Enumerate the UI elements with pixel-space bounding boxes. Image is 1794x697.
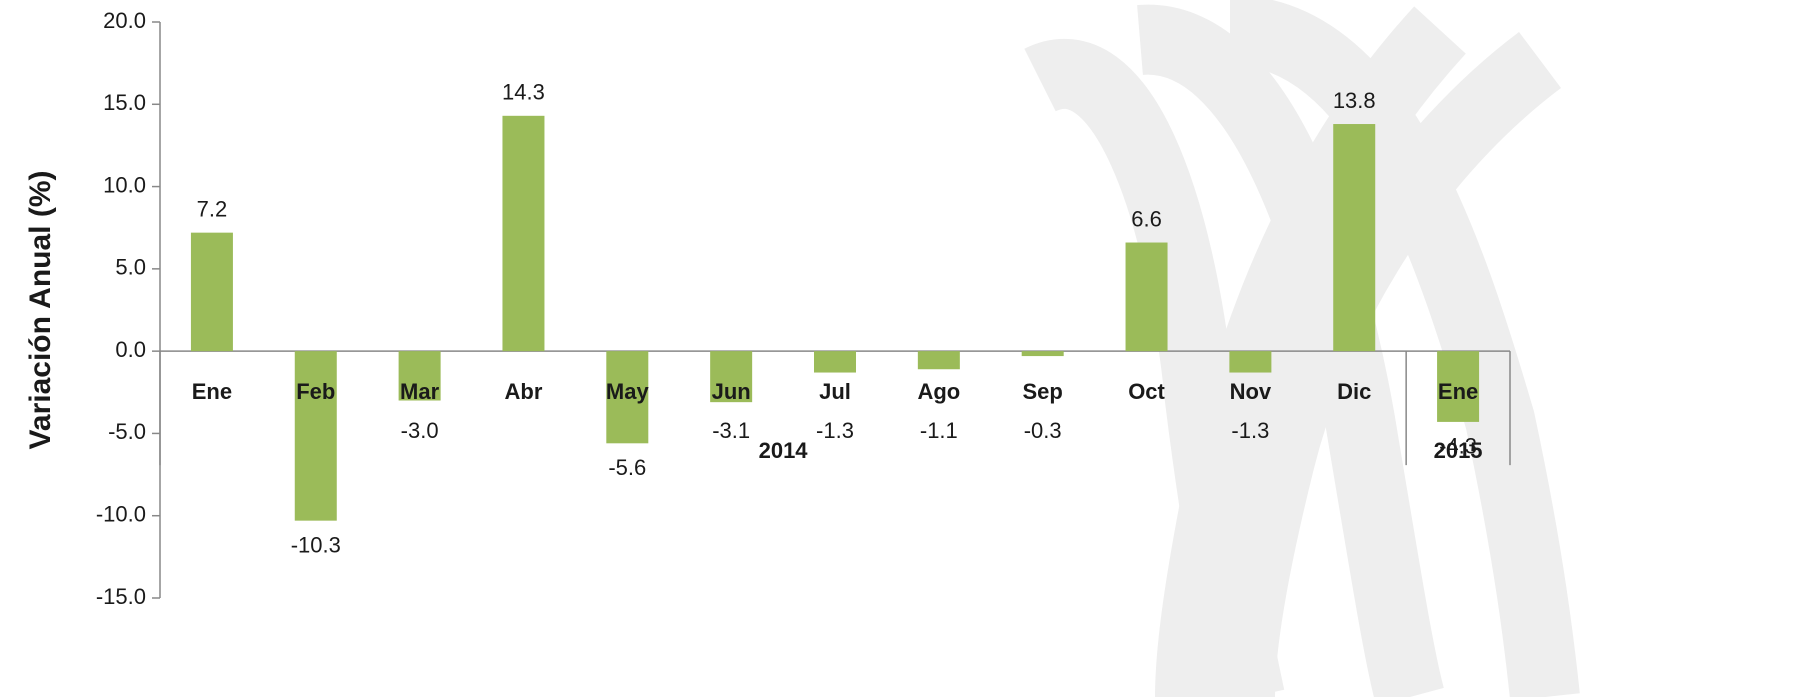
y-tick-label: 20.0 (103, 8, 146, 33)
bar (190, 232, 233, 352)
value-label: 7.2 (197, 196, 228, 221)
x-tick-label: Abr (505, 379, 543, 404)
value-label: -4.3 (1439, 434, 1477, 459)
value-label: -1.1 (920, 418, 958, 443)
x-tick-label: Mar (400, 379, 440, 404)
bar (917, 351, 960, 370)
value-label: 13.8 (1333, 88, 1376, 113)
x-tick-label: May (606, 379, 650, 404)
bar (1125, 242, 1168, 352)
value-label: -3.1 (712, 418, 750, 443)
x-tick-label: Nov (1230, 379, 1272, 404)
value-label: -1.3 (1231, 418, 1269, 443)
bar (502, 115, 545, 352)
value-label: -0.3 (1024, 418, 1062, 443)
y-tick-label: -15.0 (96, 584, 146, 609)
x-tick-label: Dic (1337, 379, 1371, 404)
y-tick-label: 10.0 (103, 172, 146, 197)
x-tick-label: Jun (712, 379, 751, 404)
group-label: 2015 (1434, 438, 1483, 463)
x-tick-label: Ene (1438, 379, 1478, 404)
x-tick-label: Oct (1128, 379, 1165, 404)
bar (814, 351, 856, 373)
value-label: -5.6 (608, 455, 646, 480)
x-tick-label: Sep (1023, 379, 1063, 404)
bar (1333, 124, 1376, 352)
bar (294, 351, 337, 521)
group-label: 2014 (759, 438, 809, 463)
bar (1437, 351, 1480, 422)
bar (1021, 351, 1064, 357)
value-label: 6.6 (1131, 206, 1162, 231)
value-label: -1.3 (816, 418, 854, 443)
y-tick-label: -10.0 (96, 502, 146, 527)
y-tick-label: 0.0 (115, 337, 146, 362)
y-tick-label: 15.0 (103, 90, 146, 115)
value-label: -3.0 (401, 418, 439, 443)
bar (398, 351, 441, 401)
y-axis-title: Variación Anual (%) (24, 171, 57, 450)
bar (710, 351, 753, 403)
x-tick-label: Ago (917, 379, 960, 404)
x-tick-label: Ene (192, 379, 232, 404)
value-label: -10.3 (291, 532, 341, 557)
y-tick-label: 5.0 (115, 255, 146, 280)
x-tick-label: Jul (819, 379, 851, 404)
x-tick-label: Feb (296, 379, 335, 404)
value-label: 14.3 (502, 80, 545, 105)
bar (606, 351, 649, 444)
bar (1229, 351, 1272, 373)
y-tick-label: -5.0 (108, 419, 146, 444)
